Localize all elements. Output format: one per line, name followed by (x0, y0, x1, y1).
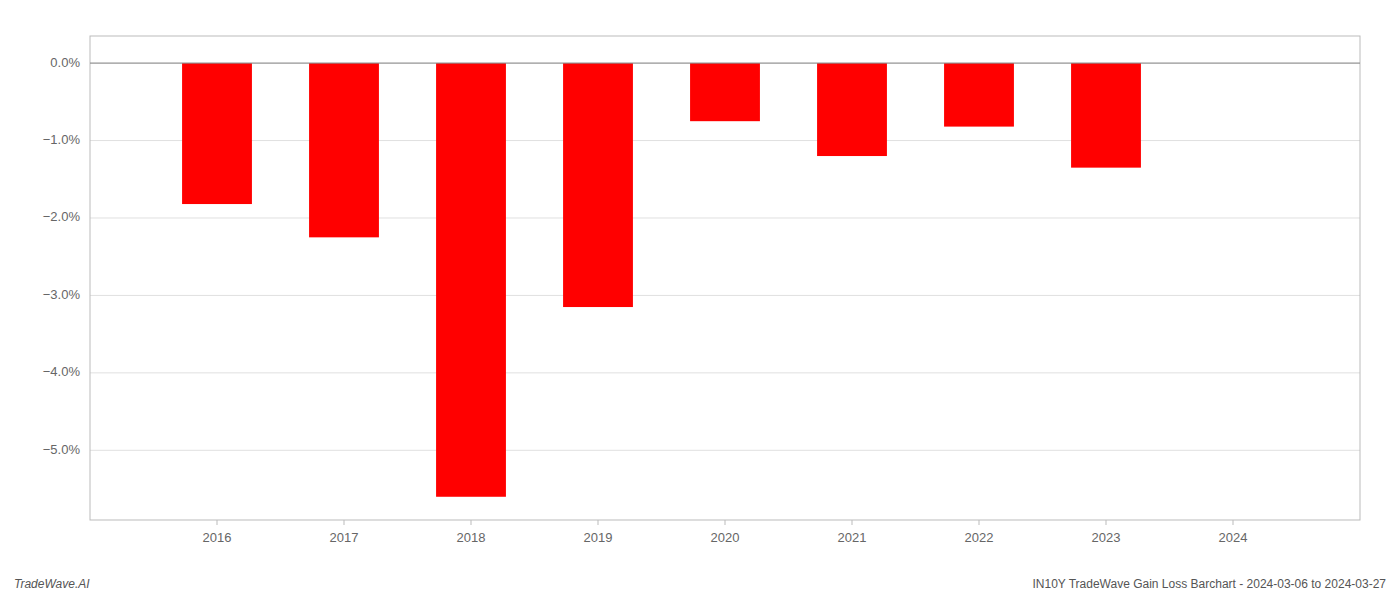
bar (309, 63, 379, 237)
bar (817, 63, 887, 156)
y-tick-label: −5.0% (43, 442, 81, 457)
bars (182, 63, 1141, 497)
baseline (90, 63, 1360, 64)
x-axis: 2016 2017 2018 2019 2020 2021 2022 2023 2024 (203, 520, 1248, 545)
y-tick-label: −4.0% (43, 364, 81, 379)
y-tick-label: −2.0% (43, 209, 81, 224)
plot-frame (90, 36, 1360, 520)
x-tick (979, 520, 980, 525)
x-tick (1106, 520, 1107, 525)
x-tick (598, 520, 599, 525)
bar (944, 63, 1014, 127)
x-tick-label: 2020 (711, 530, 740, 545)
bar (1071, 63, 1141, 168)
x-tick (471, 520, 472, 525)
x-tick-label: 2017 (330, 530, 359, 545)
x-tick-label: 2022 (965, 530, 994, 545)
x-tick (1233, 520, 1234, 525)
x-tick (217, 520, 218, 525)
x-tick-label: 2024 (1219, 530, 1248, 545)
x-tick-label: 2021 (838, 530, 867, 545)
x-tick (725, 520, 726, 525)
footer-text: IN10Y TradeWave Gain Loss Barchart - 202… (1032, 577, 1386, 591)
x-tick-label: 2023 (1092, 530, 1121, 545)
grid-line (90, 217, 1360, 218)
grid-line (90, 372, 1360, 373)
chart: 0.0%−1.0%−2.0%−3.0%−4.0%−5.0%20162017201… (0, 0, 1400, 600)
bar (690, 63, 760, 121)
bar (563, 63, 633, 307)
grid (90, 63, 1360, 450)
grid-line (90, 63, 1360, 64)
bar (436, 63, 506, 497)
y-tick-label: −3.0% (43, 287, 81, 302)
grid-line (90, 295, 1360, 296)
footer-text: TradeWave.AI (14, 577, 90, 591)
x-tick-label: 2019 (584, 530, 613, 545)
x-tick (852, 520, 853, 525)
x-tick (344, 520, 345, 525)
y-tick-label: −1.0% (43, 132, 81, 147)
x-tick-label: 2016 (203, 530, 232, 545)
grid-line (90, 450, 1360, 451)
x-tick-label: 2018 (457, 530, 486, 545)
grid-line (90, 140, 1360, 141)
y-tick-label: 0.0% (50, 55, 80, 70)
y-axis: 0.0% −1.0% −2.0% −3.0% −4.0% −5.0% (43, 55, 81, 457)
bar (182, 63, 252, 204)
